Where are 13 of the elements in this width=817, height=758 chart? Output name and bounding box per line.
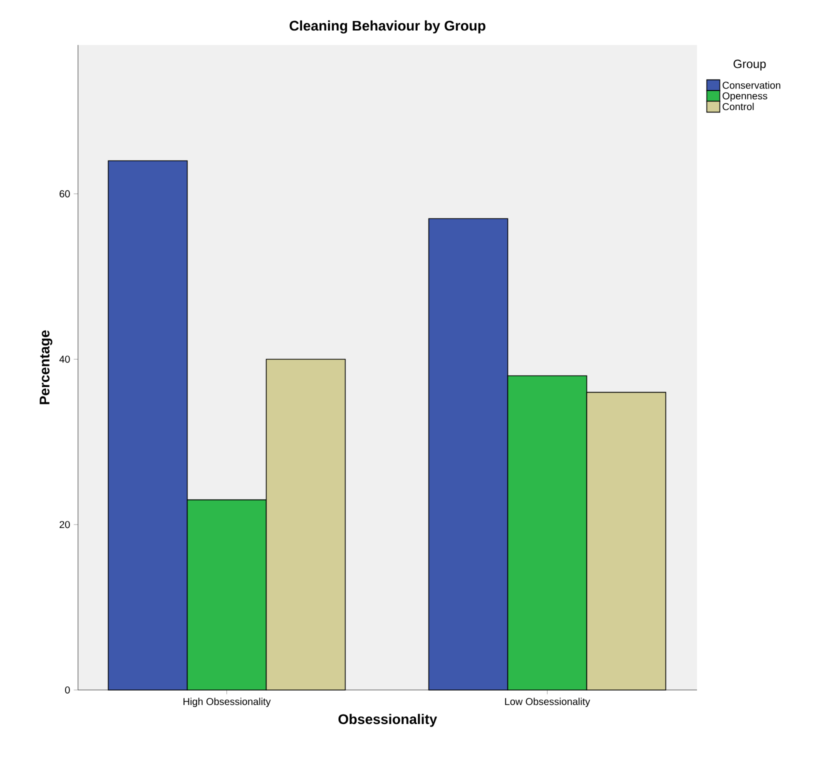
y-axis-title: Percentage bbox=[40, 330, 52, 404]
x-tick-label: Low Obsessionality bbox=[505, 698, 590, 708]
legend-title: Group bbox=[734, 60, 766, 70]
x-axis-title: Obsessionality bbox=[338, 714, 438, 727]
y-tick-label: 20 bbox=[60, 521, 70, 528]
legend-label: Openness bbox=[722, 92, 768, 102]
x-tick-label: High Obsessionality bbox=[184, 698, 271, 708]
y-tick-label: 60 bbox=[60, 190, 70, 198]
chart-title: Cleaning Behaviour by Group bbox=[290, 20, 486, 34]
legend-label: Control bbox=[722, 102, 754, 110]
y-tick-label: 0 bbox=[65, 686, 70, 694]
legend-label: Conservation bbox=[722, 81, 780, 89]
y-tick-label: 40 bbox=[59, 356, 70, 363]
